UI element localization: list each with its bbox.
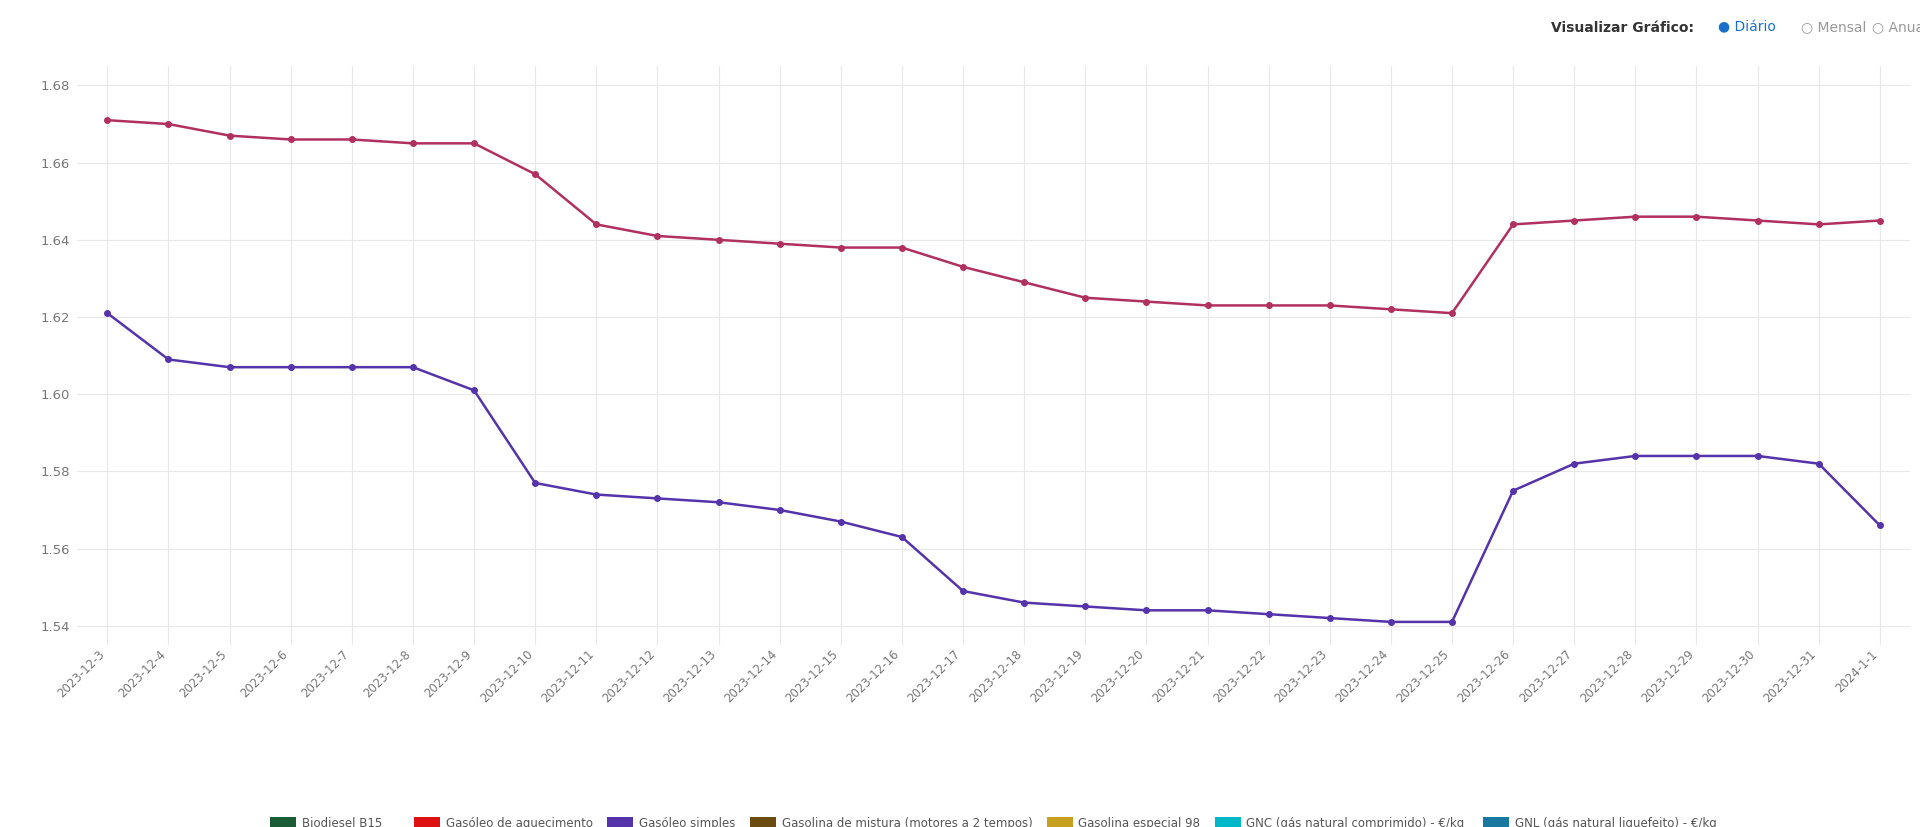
Text: Visualizar Gráfico:: Visualizar Gráfico:	[1551, 21, 1693, 35]
Text: ○ Anual: ○ Anual	[1872, 21, 1920, 35]
Legend: Biodiesel B15, Gasóleo colorido, Gasóleo de aquecimento, Gasóleo especial, Gasól: Biodiesel B15, Gasóleo colorido, Gasóleo…	[267, 813, 1720, 827]
Text: ● Diário: ● Diário	[1718, 21, 1776, 35]
Text: ○ Mensal: ○ Mensal	[1801, 21, 1866, 35]
